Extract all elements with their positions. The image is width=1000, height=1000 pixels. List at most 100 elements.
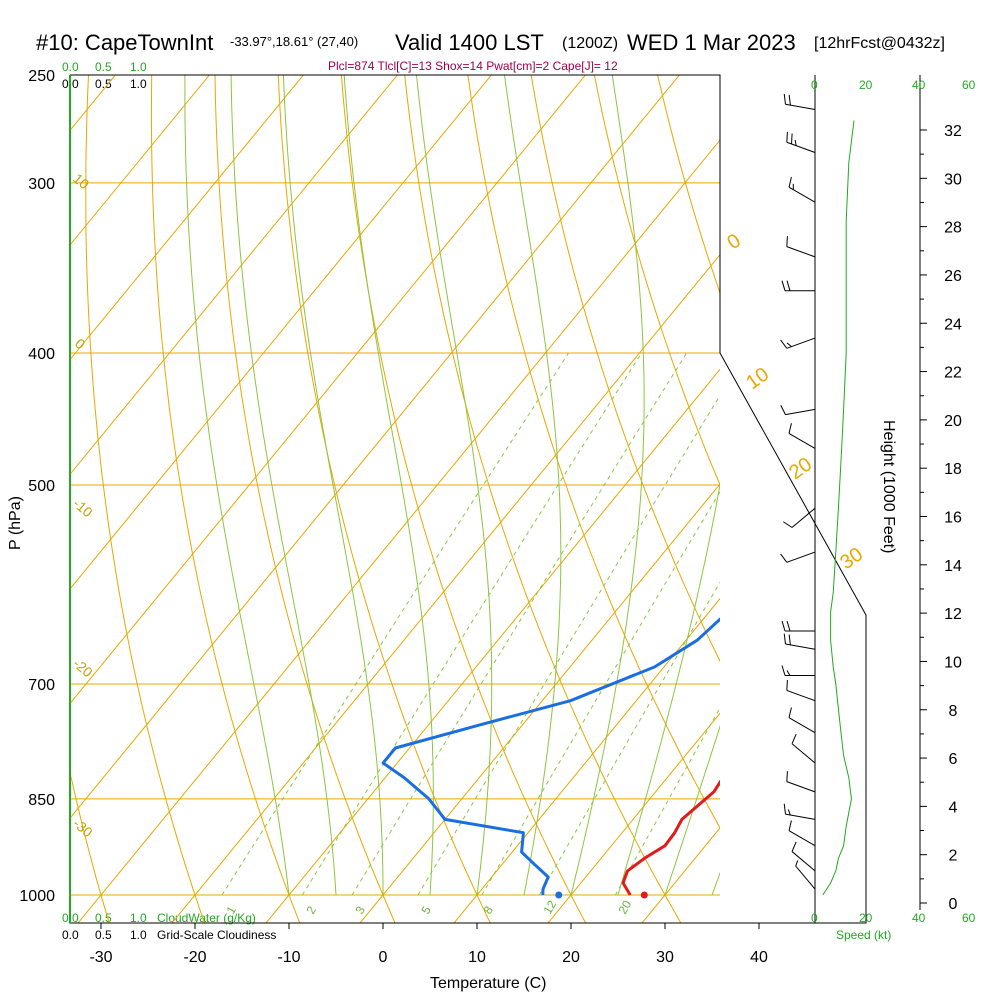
cloudiness-tick: 1.0 [130,928,147,942]
height-tick-label: 28 [944,220,962,237]
wind-barb [783,633,816,650]
wind-barb [783,93,816,110]
x-tick-label: -20 [183,949,206,966]
x-axis-ticks: -30 -20 -10 0 10 20 30 40 [89,923,768,966]
isotherm [547,712,720,923]
dry-adiabat [214,75,396,923]
wind-barb [783,507,816,528]
mixing-ratio-line [538,581,720,896]
cloudwater-tick: 1.0 [130,911,147,925]
plot-frame [69,74,867,924]
wind-barb [781,665,815,677]
speed-tick: 60 [962,78,976,92]
moist-adiabat [617,482,720,896]
dry-adiabat [85,75,206,923]
location-label: -33.97°,18.61° (27,40) [230,34,358,49]
cloudiness-tick: 0.5 [95,77,112,91]
top-cloudiness-scale: 0.0 0.5 1.0 [62,77,147,91]
x-tick-label: 10 [468,949,486,966]
height-tick-label: 16 [944,510,962,527]
wind-speed-line [822,120,855,896]
zulu-time: (1200Z) [562,35,618,52]
cloudiness-tick: 1.0 [130,77,147,91]
height-tick-label: 20 [944,413,962,430]
valid-time: Valid 1400 LST [395,30,544,55]
wind-barb [791,841,816,872]
mixing-ratio-line [221,352,570,896]
speed-tick: 40 [912,911,926,925]
dry-adiabat [530,75,720,663]
isotherm [70,75,493,590]
height-tick-label: 14 [944,558,962,575]
dry-adiabat-label: 10 [70,170,92,192]
mixing-ratio-label: 3 [352,903,368,916]
mixing-ratio-line [481,490,720,896]
wind-barb [788,176,816,203]
surface-temperature-dot [640,891,648,899]
height-tick-label: 18 [944,461,962,478]
height-tick-label: 24 [944,316,962,333]
y-axis-label: P (hPa) [7,496,24,550]
wind-barb [795,860,816,890]
isotherm [77,139,720,923]
profiles [381,617,720,899]
cloudwater-tick: 0.5 [95,911,112,925]
moist-adiabat [282,75,384,895]
station-title: #10: CapeTownInt [36,30,213,55]
x-tick-label: 30 [656,949,674,966]
mixing-ratio-line [351,352,688,896]
cloudiness-legend: Grid-Scale Cloudiness [157,928,276,942]
speed-axis-label: Speed (kt) [836,928,891,942]
x-tick-label: -10 [277,949,300,966]
dry-adiabat [277,75,491,923]
isotherm-label: 0 [723,230,745,254]
bottom-cloudiness-scale: 0.0 0.5 1.0 Grid-Scale Cloudiness [62,928,276,942]
speed-tick: 20 [859,78,873,92]
isotherm [70,75,305,361]
isotherm [70,75,399,476]
pressure-tick-label: 400 [28,346,55,363]
isotherm-label: 20 [785,453,816,484]
mixing-ratio-label: 5 [418,903,434,916]
moist-adiabat [503,75,562,896]
isotherm [453,597,720,923]
top-cloudwater-scale: 0.0 0.5 1.0 [62,60,147,74]
wind-barb [783,803,816,820]
dry-adiabat-label: 0 [72,335,88,352]
isotherm [265,368,720,923]
speed-tick: 40 [912,78,926,92]
cloudwater-tick: 0.0 [62,60,79,74]
speed-tick: 60 [962,911,976,925]
moist-adiabat [664,724,720,896]
pressure-tick-label: 250 [28,68,55,85]
isotherm [70,75,211,246]
moist-adiabat [415,75,493,896]
x-tick-label: -30 [89,949,112,966]
isotherm [829,51,1000,924]
dry-adiabat [340,75,587,923]
mixing-ratio-line [301,352,643,896]
height-tick-label: 4 [949,799,958,816]
wind-barb [781,280,815,292]
height-tick-label: 12 [944,606,962,623]
wind-barb [786,131,816,153]
cloudiness-tick: 0.5 [95,928,112,942]
date-label: WED 1 Mar 2023 [627,30,796,55]
mixing-ratio-line [614,706,720,896]
moist-adiabat [570,75,645,896]
pressure-tick-label: 500 [28,478,55,495]
dry-adiabat [593,75,720,487]
dewpoint-profile [381,617,720,896]
moist-adiabat [343,75,434,896]
pressure-tick-label: 300 [28,176,55,193]
indices-label: Plcl=874 Tlcl[C]=13 Shox=14 Pwat[cm]=2 C… [328,59,618,73]
height-tick-label: 8 [949,703,958,720]
mixing-ratio-label: 12 [540,898,559,917]
grid-labels: 0 10 20 30 10 0 -10 -20 -30 1 2 3 5 8 12… [70,170,867,916]
pressure-tick-label: 850 [28,792,55,809]
thermo-grid [70,51,1000,924]
wind-barb [781,620,815,632]
speed-tick: 20 [859,911,873,925]
